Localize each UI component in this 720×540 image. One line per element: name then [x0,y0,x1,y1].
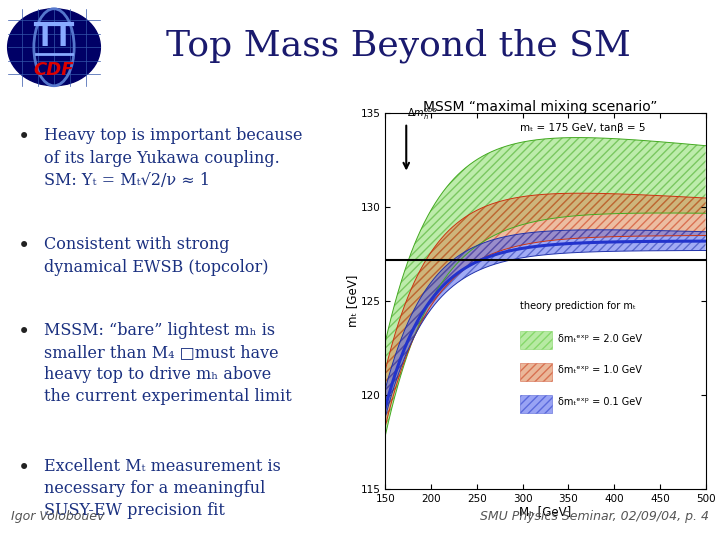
FancyBboxPatch shape [520,363,552,381]
Y-axis label: mₜ [GeV]: mₜ [GeV] [346,275,359,327]
Text: $\Delta m_h^{obs}$: $\Delta m_h^{obs}$ [408,105,438,122]
Text: δmₜᵉˣᵖ = 1.0 GeV: δmₜᵉˣᵖ = 1.0 GeV [558,366,642,375]
FancyBboxPatch shape [520,395,552,413]
Text: •: • [18,237,30,256]
X-axis label: Mₕ [GeV]: Mₕ [GeV] [519,505,572,518]
Text: theory prediction for mₜ: theory prediction for mₜ [520,301,636,311]
Text: mₜ = 175 GeV, tanβ = 5: mₜ = 175 GeV, tanβ = 5 [520,123,645,133]
Text: •: • [18,127,30,147]
Text: I: I [58,24,68,52]
Text: •: • [18,322,30,342]
Text: δmₜᵉˣᵖ = 0.1 GeV: δmₜᵉˣᵖ = 0.1 GeV [558,397,642,407]
Text: Igor Volobouev: Igor Volobouev [11,510,104,523]
Circle shape [8,9,100,86]
Text: Consistent with strong
dynamical EWSB (topcolor): Consistent with strong dynamical EWSB (t… [43,237,268,275]
Text: I: I [40,24,50,52]
Text: CDF: CDF [34,61,74,79]
Text: •: • [18,458,30,478]
Text: MSSM: “bare” lightest mₕ is
smaller than M₄ □must have
heavy top to drive mₕ abo: MSSM: “bare” lightest mₕ is smaller than… [43,322,292,406]
Text: Excellent Mₜ measurement is
necessary for a meaningful
SUSY-EW precision fit: Excellent Mₜ measurement is necessary fo… [43,458,280,519]
Text: δmₜᵉˣᵖ = 2.0 GeV: δmₜᵉˣᵖ = 2.0 GeV [558,334,642,343]
Text: Top Mass Beyond the SM: Top Mass Beyond the SM [166,28,631,63]
Text: MSSM “maximal mixing scenario”: MSSM “maximal mixing scenario” [423,100,657,113]
Text: SMU Physics Seminar, 02/09/04, p. 4: SMU Physics Seminar, 02/09/04, p. 4 [480,510,709,523]
Text: Heavy top is important because
of its large Yukawa coupling.
SM: Yₜ = Mₜ√2/ν ≈ 1: Heavy top is important because of its la… [43,127,302,189]
FancyBboxPatch shape [520,331,552,349]
